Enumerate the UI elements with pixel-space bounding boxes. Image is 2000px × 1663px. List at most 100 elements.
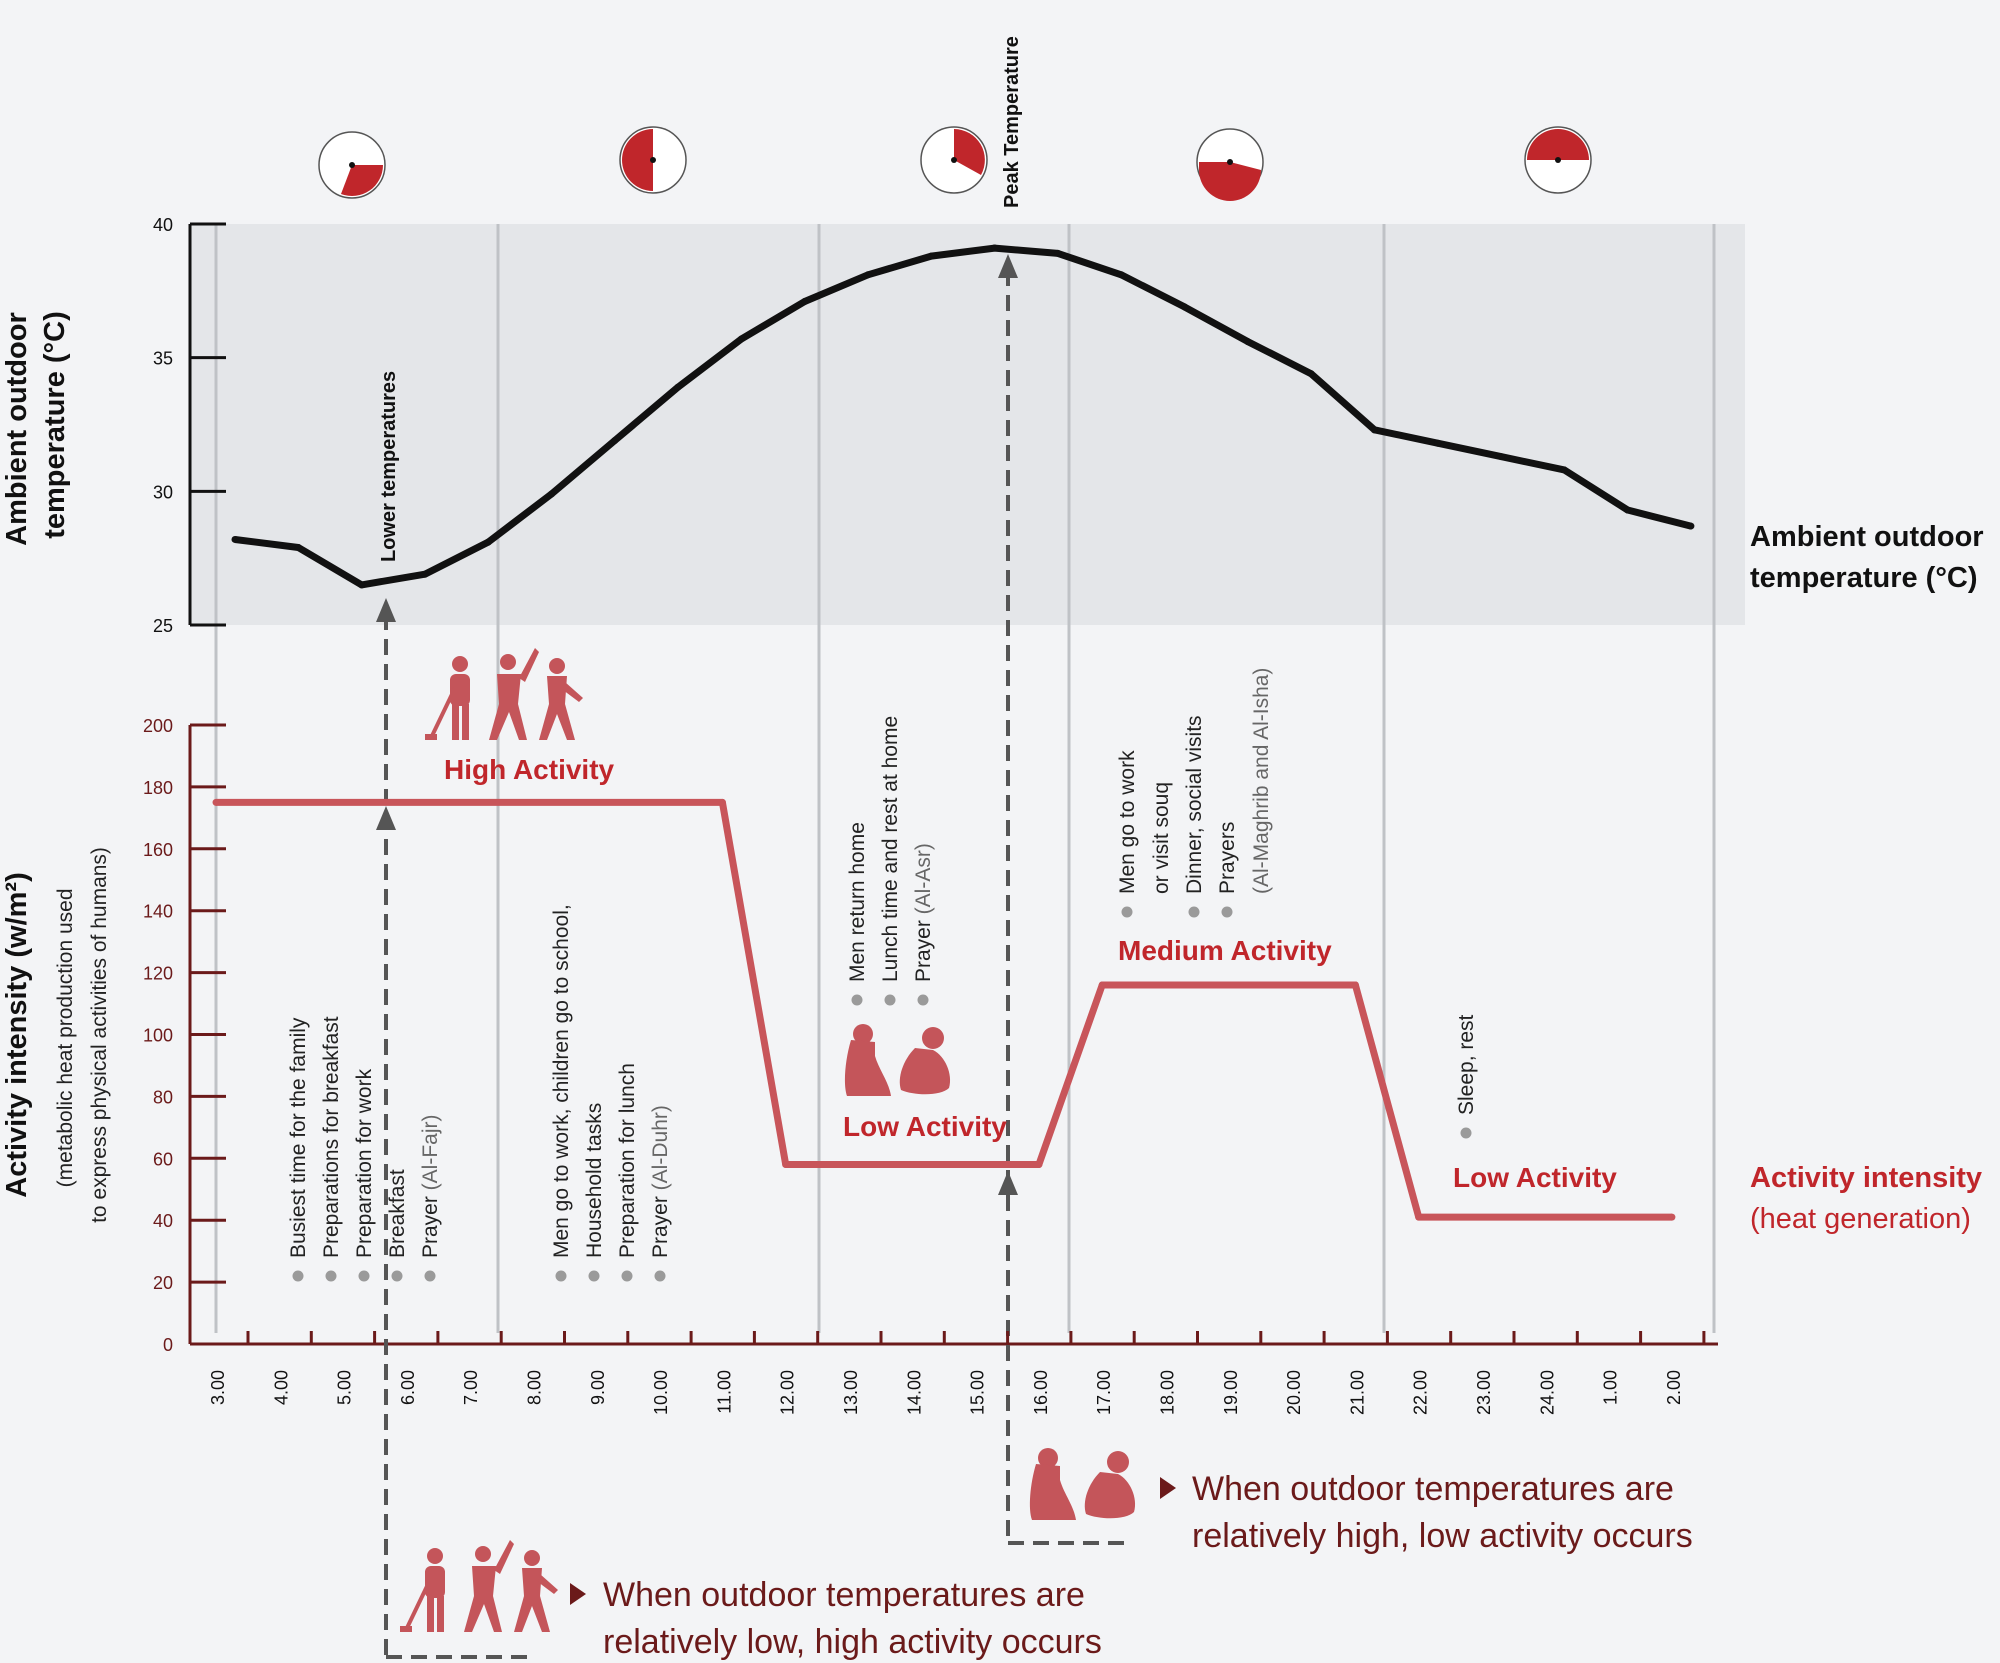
x-tick-label: 4.00 [271, 1370, 291, 1405]
x-tick-label: 24.00 [1537, 1370, 1557, 1415]
x-tick-label: 17.00 [1094, 1370, 1114, 1415]
activity-item: Preparations for breakfast [320, 1016, 343, 1258]
x-tick-label: 13.00 [841, 1370, 861, 1415]
period-dividers [214, 224, 1716, 1333]
temperature-point [547, 490, 555, 498]
lower-temperatures-label: Lower temperatures [378, 371, 400, 562]
activity-point [718, 798, 726, 806]
bullet-icon [391, 1270, 403, 1282]
activity-item: Lunch time and rest at home [879, 716, 902, 982]
temperature-band [190, 224, 1745, 625]
activity-y-tick-label: 180 [143, 778, 173, 798]
x-tick-label: 19.00 [1221, 1370, 1241, 1415]
activity-point [1098, 981, 1106, 989]
bullet-icon [654, 1270, 666, 1282]
temperature-point [1497, 453, 1505, 461]
activity-item: Men go to work or visit souq [1116, 750, 1173, 894]
clock-icon [318, 131, 386, 199]
temperature-line [234, 244, 1692, 589]
activity-item: Prayer (Al-Duhr) [649, 1105, 672, 1258]
activity-item: Men go to work, children go to school, [550, 904, 573, 1258]
temperature-axis-title: Ambient outdoor temperature (°C) [1, 304, 71, 546]
temperature-point [991, 244, 999, 252]
x-tick-label: 12.00 [778, 1370, 798, 1415]
activity-point [1415, 1213, 1423, 1221]
note-low-figures-icon [1029, 1448, 1136, 1520]
note-arrow-icon [1160, 1477, 1176, 1499]
clock-icons [318, 126, 1592, 201]
temperature-point [1370, 426, 1378, 434]
clock-icon [1524, 126, 1592, 194]
temperature-point [1307, 370, 1315, 378]
activity-y-tick-label: 60 [153, 1149, 173, 1169]
clock-icon [1196, 128, 1264, 201]
temperature-point [358, 581, 366, 589]
activity-item: Household tasks [583, 1103, 606, 1258]
activity-axis-subtitle: (metabolic heat production used to expre… [54, 847, 111, 1223]
temperature-point [484, 538, 492, 546]
activity-y-tick-label: 200 [143, 716, 173, 736]
temperature-point [1054, 249, 1062, 257]
x-tick-label: 11.00 [714, 1370, 734, 1414]
bullet-icon [621, 1270, 633, 1282]
temperature-point [231, 535, 239, 543]
temperature-point [294, 543, 302, 551]
low-activity-label-midday: Low Activity [843, 1111, 1007, 1142]
activity-y-tick-label: 100 [143, 1026, 173, 1046]
activity-line [216, 798, 1672, 1221]
temperature-point [421, 570, 429, 578]
activity-series-label: Activity intensity (heat generation) [1750, 1162, 1990, 1235]
activity-item: Men return home [846, 822, 869, 982]
guide-arrowheads [376, 254, 1018, 1195]
temperature-point [864, 271, 872, 279]
activity-y-tick-label: 160 [143, 840, 173, 860]
bullet-icon [884, 994, 896, 1006]
bullet-icon [917, 994, 929, 1006]
bullet-icon [292, 1270, 304, 1282]
bullet-icon [325, 1270, 337, 1282]
temperature-point [674, 383, 682, 391]
low-activity-figures-icon [844, 1024, 951, 1096]
x-tick-label: 8.00 [525, 1370, 545, 1405]
temperature-point [801, 298, 809, 306]
arrowhead-icon [998, 254, 1018, 278]
temperature-point [1434, 439, 1442, 447]
temp-y-tick-label: 40 [153, 215, 173, 235]
activity-item: Dinner, social visits [1183, 715, 1206, 894]
activity-annotations: Busiest time for the family Preparations … [287, 668, 1478, 1282]
temp-y-tick-label: 25 [153, 616, 173, 636]
activity-item: Prayers (Al-Maghrib and Al-Isha) [1216, 668, 1273, 894]
temperature-point [1244, 338, 1252, 346]
high-activity-figures-icon [425, 648, 583, 740]
x-tick-label: 10.00 [651, 1370, 671, 1415]
temperature-point [737, 335, 745, 343]
temperature-point [1624, 506, 1632, 514]
temperature-point [611, 437, 619, 445]
x-tick-label: 23.00 [1474, 1370, 1494, 1415]
x-tick-label: 5.00 [335, 1370, 355, 1405]
x-tick-label: 16.00 [1031, 1370, 1051, 1415]
bullet-icon [1121, 906, 1133, 918]
bullet-icon [424, 1270, 436, 1282]
medium-activity-label: Medium Activity [1118, 935, 1332, 966]
temp-y-tick-label: 35 [153, 349, 173, 369]
x-tick-label: 6.00 [398, 1370, 418, 1405]
bullet-icon [1460, 1127, 1472, 1139]
temperature-series-label: Ambient outdoor temperature (°C) [1750, 521, 1992, 594]
temperature-point [1560, 466, 1568, 474]
x-tick-label: 22.00 [1411, 1370, 1431, 1415]
low-activity-label-night: Low Activity [1453, 1162, 1617, 1193]
temperature-point [1687, 522, 1695, 530]
activity-series [212, 798, 1676, 1221]
arrowhead-icon [376, 598, 396, 622]
bullet-icon [358, 1270, 370, 1282]
activity-item: Breakfast [386, 1169, 409, 1258]
temperature-point [1117, 271, 1125, 279]
activity-y-tick-label: 140 [143, 902, 173, 922]
x-tick-label: 14.00 [904, 1370, 924, 1415]
activity-point [1351, 981, 1359, 989]
peak-temperature-label: Peak Temperature [1001, 36, 1023, 208]
x-tick-label: 20.00 [1284, 1370, 1304, 1415]
activity-point [1668, 1213, 1676, 1221]
